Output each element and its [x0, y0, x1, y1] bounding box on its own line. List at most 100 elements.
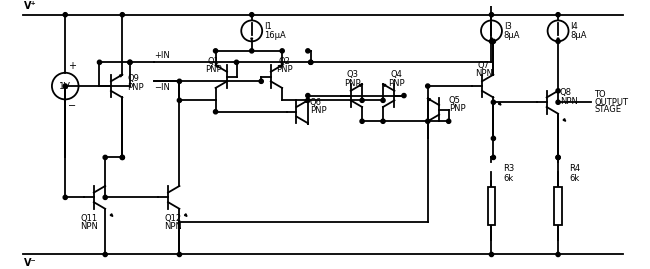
- Polygon shape: [491, 38, 493, 40]
- Polygon shape: [499, 102, 501, 105]
- Text: I3: I3: [504, 22, 512, 31]
- Text: +: +: [68, 61, 76, 71]
- Text: NPN: NPN: [475, 69, 493, 78]
- Text: 8μA: 8μA: [571, 31, 587, 40]
- Circle shape: [556, 39, 560, 44]
- Text: 1V: 1V: [59, 82, 72, 91]
- Circle shape: [556, 155, 560, 160]
- Text: Q4: Q4: [391, 70, 402, 79]
- Circle shape: [63, 195, 68, 200]
- Text: Q2: Q2: [278, 57, 290, 66]
- Polygon shape: [563, 119, 566, 121]
- Circle shape: [491, 39, 495, 44]
- Circle shape: [63, 84, 68, 88]
- Circle shape: [120, 155, 124, 160]
- Text: NPN: NPN: [560, 97, 578, 106]
- Bar: [488, 187, 495, 225]
- Polygon shape: [359, 84, 362, 86]
- Circle shape: [120, 13, 124, 17]
- Polygon shape: [216, 65, 218, 68]
- Text: PNP: PNP: [448, 104, 465, 114]
- Circle shape: [280, 49, 284, 53]
- Text: V⁻: V⁻: [24, 258, 37, 268]
- Polygon shape: [557, 38, 559, 40]
- Text: PNP: PNP: [276, 65, 292, 75]
- Circle shape: [128, 60, 132, 64]
- Polygon shape: [185, 214, 187, 217]
- Text: Q12: Q12: [164, 214, 181, 223]
- Text: 16μA: 16μA: [264, 31, 286, 40]
- Text: −IN: −IN: [154, 83, 170, 92]
- Text: PNP: PNP: [127, 83, 144, 93]
- Circle shape: [250, 49, 254, 53]
- Text: OUTPUT: OUTPUT: [594, 98, 629, 107]
- Polygon shape: [111, 214, 113, 217]
- Circle shape: [556, 13, 560, 17]
- Circle shape: [556, 100, 560, 104]
- Text: NPN: NPN: [164, 222, 182, 231]
- Polygon shape: [383, 84, 386, 86]
- Circle shape: [381, 98, 385, 102]
- Text: Q7: Q7: [478, 61, 490, 70]
- Circle shape: [360, 98, 364, 102]
- Circle shape: [103, 195, 107, 200]
- Text: PNP: PNP: [310, 106, 326, 115]
- Text: Q9: Q9: [127, 74, 139, 83]
- Circle shape: [103, 155, 107, 160]
- Circle shape: [98, 60, 101, 64]
- Polygon shape: [120, 75, 122, 77]
- Circle shape: [309, 60, 313, 64]
- Polygon shape: [428, 98, 430, 101]
- Circle shape: [426, 84, 430, 88]
- Circle shape: [120, 155, 124, 160]
- Circle shape: [177, 252, 181, 257]
- Text: 8μA: 8μA: [504, 31, 521, 40]
- Text: Q11: Q11: [81, 214, 98, 223]
- Circle shape: [402, 94, 406, 98]
- Text: 6k: 6k: [503, 174, 513, 183]
- Circle shape: [556, 252, 560, 257]
- Circle shape: [489, 252, 493, 257]
- Text: Q8: Q8: [560, 88, 572, 97]
- Circle shape: [306, 49, 310, 53]
- Text: Q6: Q6: [310, 98, 322, 107]
- Circle shape: [556, 155, 560, 160]
- Circle shape: [447, 119, 450, 123]
- Polygon shape: [305, 100, 308, 103]
- Text: Q1: Q1: [208, 57, 220, 66]
- Text: 6k: 6k: [569, 174, 580, 183]
- Text: PNP: PNP: [205, 65, 222, 75]
- Circle shape: [426, 119, 430, 123]
- Text: PNP: PNP: [344, 79, 361, 88]
- Text: R4: R4: [569, 164, 580, 173]
- Circle shape: [491, 155, 495, 160]
- Circle shape: [306, 98, 310, 102]
- Circle shape: [309, 60, 313, 64]
- Circle shape: [213, 49, 218, 53]
- Circle shape: [250, 13, 254, 17]
- Text: −: −: [68, 101, 76, 111]
- Text: I1: I1: [264, 22, 272, 31]
- Circle shape: [128, 60, 132, 64]
- Polygon shape: [251, 38, 253, 40]
- Circle shape: [360, 119, 364, 123]
- Circle shape: [556, 89, 560, 93]
- Circle shape: [491, 136, 495, 140]
- Circle shape: [381, 119, 385, 123]
- Text: Q3: Q3: [346, 70, 359, 79]
- Text: PNP: PNP: [388, 79, 405, 88]
- Circle shape: [489, 39, 493, 44]
- Text: Q5: Q5: [448, 96, 461, 105]
- Circle shape: [235, 60, 239, 64]
- Circle shape: [177, 79, 181, 83]
- Circle shape: [103, 252, 107, 257]
- Circle shape: [489, 13, 493, 17]
- Circle shape: [213, 110, 218, 114]
- Text: +IN: +IN: [154, 51, 170, 60]
- Circle shape: [177, 98, 181, 102]
- Circle shape: [63, 13, 68, 17]
- Circle shape: [259, 79, 263, 83]
- Bar: [554, 187, 562, 225]
- Text: V⁺: V⁺: [24, 1, 37, 11]
- Text: TO: TO: [594, 90, 606, 99]
